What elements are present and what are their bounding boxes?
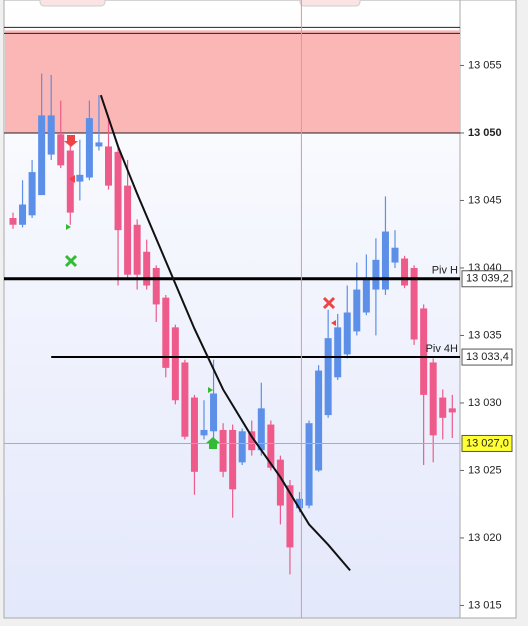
candle-body [190, 397, 198, 472]
candle-body [85, 118, 93, 178]
candle-body [420, 308, 428, 395]
candle-body [448, 408, 456, 413]
candle-body [229, 429, 237, 490]
candle-body [19, 204, 27, 225]
candle-body [47, 115, 55, 155]
trend-line [99, 94, 351, 571]
candle-body [410, 267, 418, 340]
candle-body [200, 429, 208, 436]
candle-body [152, 267, 160, 305]
candle-body [305, 423, 313, 506]
candle-body [401, 258, 409, 286]
buy-arrow [206, 437, 220, 449]
cursor-tag [461, 434, 513, 452]
candle-body [105, 146, 112, 186]
candle-body [353, 289, 361, 332]
level-label: Piv 4H [426, 343, 458, 355]
price-axis [459, 0, 517, 619]
marker [331, 320, 336, 326]
candle-body [334, 327, 342, 378]
candle-body [76, 174, 84, 182]
candle-body [343, 312, 351, 355]
y-tick-label: 13 055 [468, 59, 502, 71]
cursor-tag-label: 13 027,0 [466, 437, 509, 449]
tab[interactable] [299, 0, 361, 7]
zone [5, 30, 460, 133]
level-label: Piv H [432, 265, 458, 277]
candle-body [324, 338, 332, 416]
tab[interactable] [39, 0, 106, 7]
candle-body [114, 151, 122, 231]
candle-body [171, 327, 179, 401]
cross [64, 254, 78, 268]
candle-body [267, 424, 275, 468]
y-tick-label: 13 045 [468, 194, 502, 206]
signals [64, 135, 336, 449]
candle-body [38, 115, 46, 196]
price-tag-label: 13 033,4 [466, 351, 509, 363]
y-tick-label: 13 035 [468, 329, 502, 341]
candle-body [143, 251, 151, 286]
price-tag-label: 13 039,2 [466, 273, 509, 285]
sell-arrow [64, 135, 78, 147]
candle-body [162, 297, 170, 368]
candle-body [210, 393, 218, 432]
y-tick-label: 13 050 [468, 127, 502, 139]
cross [322, 296, 336, 310]
price-tag [461, 270, 513, 288]
candle-body [124, 185, 132, 275]
candle-body [276, 459, 284, 506]
candle-body [95, 142, 103, 147]
candle-body [381, 231, 389, 290]
y-tick-label: 13 025 [468, 464, 502, 476]
candle-body [57, 134, 65, 166]
candle-body [372, 259, 380, 290]
candle-body [28, 172, 36, 216]
candle-body [181, 362, 189, 437]
marker [66, 224, 71, 230]
candle-body [219, 429, 227, 472]
candle-body [391, 247, 399, 263]
candle-body [429, 362, 437, 436]
candle-body [133, 224, 141, 275]
marker [69, 175, 75, 183]
candle-body [439, 397, 447, 418]
y-tick-label: 13 030 [468, 397, 502, 409]
candle-body [257, 408, 265, 451]
candle-body [286, 485, 294, 548]
candle-body [296, 498, 303, 509]
candle-body [66, 150, 74, 213]
candle-body [362, 277, 370, 313]
marker [208, 387, 213, 393]
candle-body [315, 370, 323, 471]
candle-body [238, 431, 246, 463]
y-tick-label: 13 015 [468, 599, 502, 611]
candle-body [248, 431, 256, 451]
price-tag [461, 348, 513, 366]
y-tick-label: 13 020 [468, 532, 502, 544]
candle-body [9, 218, 17, 225]
